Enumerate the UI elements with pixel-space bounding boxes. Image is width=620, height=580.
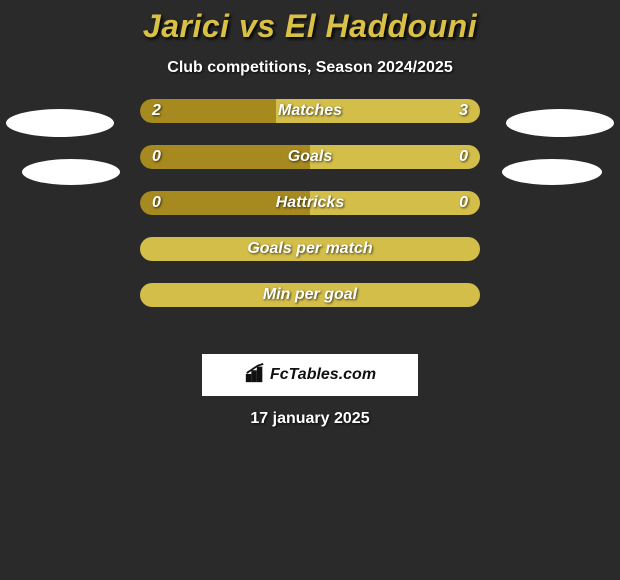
player-left-ellipse-1	[6, 109, 114, 137]
stat-value-right: 0	[459, 145, 468, 169]
stat-label: Goals per match	[140, 237, 480, 261]
stat-value-right: 3	[459, 99, 468, 123]
comparison-bars: Matches23Goals00Hattricks00Goals per mat…	[140, 99, 480, 307]
player-right-ellipse-1	[506, 109, 614, 137]
stat-label: Min per goal	[140, 283, 480, 307]
stat-label: Hattricks	[140, 191, 480, 215]
stat-row: Matches2 3	[140, 99, 480, 123]
chart-icon	[244, 362, 266, 389]
stat-row: Goals per match	[140, 237, 480, 261]
stat-value-left: 0	[152, 145, 161, 169]
stat-value-left: 0	[152, 191, 161, 215]
stat-label: Matches	[140, 99, 480, 123]
stat-row: Min per goal	[140, 283, 480, 307]
brand-badge: FcTables.com	[202, 354, 418, 396]
stat-value-left: 2	[152, 99, 161, 123]
stat-row: Hattricks0 0	[140, 191, 480, 215]
stat-row: Goals0 0	[140, 145, 480, 169]
subtitle: Club competitions, Season 2024/2025	[0, 59, 620, 77]
stats-area: Matches23Goals00Hattricks00Goals per mat…	[0, 109, 620, 369]
page-title: Jarici vs El Haddouni	[0, 0, 620, 45]
stat-value-right: 0	[459, 191, 468, 215]
player-right-ellipse-2	[502, 159, 602, 185]
player-left-ellipse-2	[22, 159, 120, 185]
brand-text: FcTables.com	[270, 366, 376, 384]
stat-label: Goals	[140, 145, 480, 169]
date-text: 17 january 2025	[0, 410, 620, 428]
